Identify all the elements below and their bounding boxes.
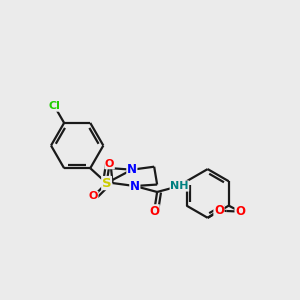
- Text: S: S: [102, 177, 111, 190]
- Text: O: O: [214, 204, 224, 217]
- Text: N: N: [127, 163, 137, 176]
- Text: O: O: [235, 205, 245, 218]
- Text: N: N: [130, 179, 140, 193]
- Text: O: O: [88, 191, 98, 201]
- Text: O: O: [105, 159, 114, 169]
- Text: O: O: [149, 205, 159, 218]
- Text: Cl: Cl: [49, 101, 60, 111]
- Text: NH: NH: [170, 181, 189, 191]
